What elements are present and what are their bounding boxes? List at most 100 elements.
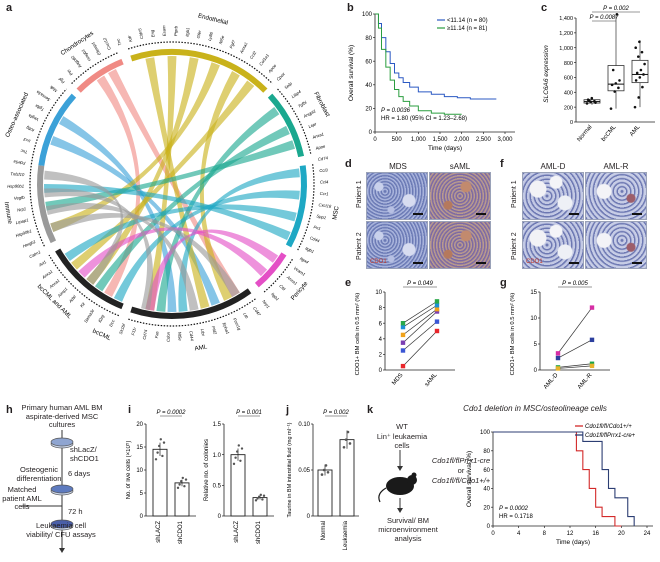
chord-gene-label: Apoe [314,143,326,151]
p-value: P = 0.002 [323,410,349,416]
micrograph-saml-patient1 [429,172,491,220]
bar-point [162,441,166,444]
pair-point [400,324,406,330]
x-tick-label: 12 [567,531,574,537]
pair-line [402,321,438,351]
bar-point [256,497,259,500]
chord-group-arc [277,88,312,155]
bar-point [326,471,330,474]
pair-point [555,355,561,361]
chord-gene-label: Cd44 [309,235,321,244]
y-tick-label: 40 [483,487,490,493]
chord-diagram: Osteo-associated Chondrocytes Endothelial F… [3,12,341,352]
x-tick-label: MDS [391,372,404,386]
bar-point [342,445,346,449]
y-tick-label: 1,000 [559,46,573,52]
chord-gene-label: Spp1 [316,213,327,220]
chord-gene-label: Cd74 [142,329,149,340]
y-tick-label: 20 [136,422,143,428]
chord-gene-label: Tgfbi [297,99,308,109]
y-axis-title: SLC6A6 expression [543,45,550,103]
x-tick-label: 0 [373,137,377,143]
y-tick-label: 15 [136,445,143,451]
chord-segment [267,93,305,158]
legend-label: <11.14 (n = 80) [447,18,488,24]
chord-group-label: MSC [331,205,340,220]
y-tick-label: 0 [307,514,311,520]
chord-ribbon [64,204,297,262]
chord-gene-label: Cd47 [252,306,262,318]
chord-group-label: Fibroblast [312,91,331,119]
box-point [639,68,643,72]
workflow-step5: Matched patient AML cells [2,485,42,512]
chord-gene-label: F11r [130,326,137,336]
chord-group-label: AML [194,343,208,352]
paired-plot-g: 0 5 10 15 CDO1+ BM cells in 0.5 mm² (%) AML-D… [510,281,610,391]
chord-ribbon [113,190,300,302]
chord-gene-label: Ltbr [200,328,206,337]
pair-point [555,366,561,371]
chord-gene-label: Fgf7 [228,39,236,49]
bar-point [178,483,181,486]
y-tick-label: 0 [487,524,491,530]
x-tick-label: shLACZ [156,521,162,543]
bar-point [158,444,161,448]
stain-label-f: CDO1 [526,259,543,265]
box-point [638,40,641,44]
chord-group-label: Immune [3,201,14,225]
k-title: Cdo1 deletion in MSC/osteolineage cells [463,404,607,413]
chord-gene-label: Itgb1 [184,27,190,37]
culture-dish-icon-3 [50,519,74,531]
x-tick-label: 500 [392,137,403,143]
chord-gene-label: Lrpap1 [15,217,29,225]
chord-gene-label: Fcer1g [232,317,242,332]
pair-line [557,363,593,368]
k-ctrl: Cdo1fl/fl/Cdo1+/+ [431,476,491,485]
chord-gene-label: Anxa1 [48,278,61,290]
x-tick-label: 8 [543,531,547,537]
y-tick-label: 100 [362,12,373,18]
pair-line [402,304,438,328]
chord-gene-label: Kit [79,301,86,309]
y-tick-label: 20 [365,107,372,113]
y-tick-label: 10 [530,316,537,322]
chord-gene-label: Adsl [67,293,77,304]
chord-gene-label: Tgfbi [34,103,45,113]
box-point [640,50,644,54]
chord-ribbon [50,212,240,298]
y-axis-title: Relative no. of colonies [204,439,210,501]
y-tick-label: 0 [379,368,383,374]
y-tick-label: 8 [379,306,383,312]
chord-gene-label: Col1a1 [258,53,270,67]
chord-gene-label: Vegfb [14,195,26,201]
box-point [609,107,613,110]
x-tick-label: bcCML [601,124,618,143]
bar-point [183,484,186,488]
pair-line [557,307,593,354]
x-tick-label: Leukaemia [343,520,349,550]
panel-label-g: g [500,277,507,289]
x-tick-label: shCDO1 [178,520,184,544]
bar-point [161,454,164,458]
box-point [613,90,616,93]
y-tick-label: 15 [530,290,537,296]
bar-point [262,494,266,497]
box-point [633,105,637,109]
y-axis-title: Overall survival (%) [466,451,473,507]
chord-gene-label: Pld2 [211,325,218,335]
chord-ribbon [145,57,210,309]
box-point [611,68,615,72]
k-lin: Lin⁺ leukaemia cells [376,432,428,450]
chord-group-label: bcCML [91,328,112,343]
chord-segment [130,288,252,319]
box-point [634,46,637,50]
p-value: P = 0.0036 [381,108,411,114]
chord-gene-label: Hmgb1 [80,48,92,62]
y-tick-label: 800 [564,61,573,67]
chord-gene-label: Lepr [308,121,318,129]
micrograph-saml-patient2 [429,221,491,269]
pair-point [589,305,595,310]
survival-curve [375,13,497,100]
pair-point [434,319,440,324]
y-tick-label: 60 [365,59,372,65]
